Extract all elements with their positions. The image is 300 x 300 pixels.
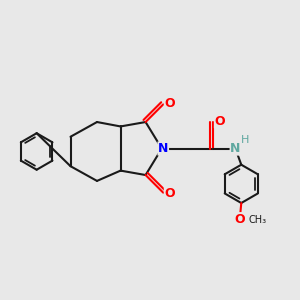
Text: N: N — [230, 142, 241, 155]
Text: O: O — [164, 97, 175, 110]
Text: O: O — [164, 187, 175, 200]
Text: N: N — [158, 142, 168, 155]
Text: H: H — [241, 135, 249, 145]
Text: O: O — [214, 115, 225, 128]
Text: O: O — [235, 213, 245, 226]
Text: CH₃: CH₃ — [248, 215, 266, 225]
